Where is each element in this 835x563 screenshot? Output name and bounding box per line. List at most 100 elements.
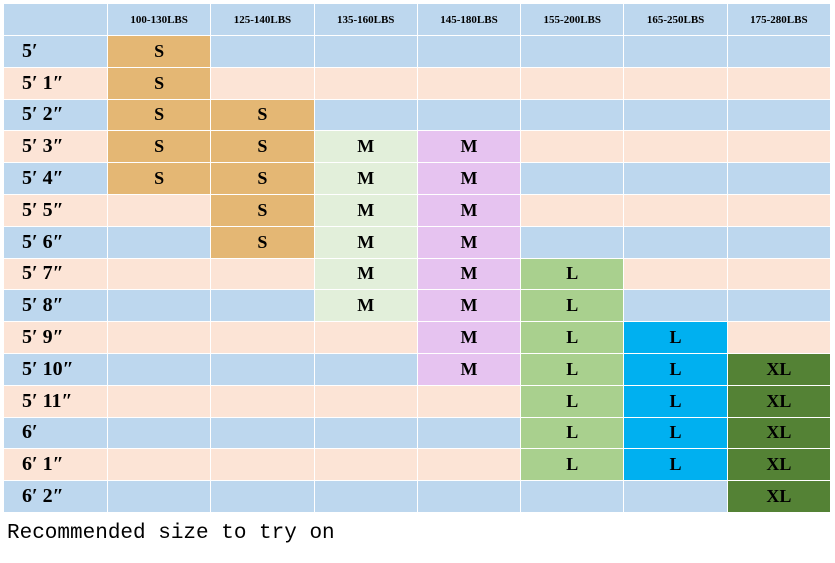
empty-cell [520, 162, 625, 195]
size-cell: L [520, 289, 625, 323]
empty-cell [210, 321, 315, 354]
empty-cell [726, 193, 832, 227]
height-label: 5′ 3″ [3, 130, 108, 164]
empty-cell [313, 35, 418, 68]
empty-cell [210, 384, 315, 418]
table-row: 5′ 6″ S M M [3, 225, 832, 259]
table-row: 5′ S [3, 35, 832, 68]
size-cell: L [520, 384, 625, 418]
size-cell: M [416, 162, 522, 195]
empty-cell [210, 66, 315, 100]
empty-cell [520, 130, 625, 164]
header-row: 100-130LBS 125-140LBS 135-160LBS 145-180LBS… [3, 3, 832, 36]
empty-cell [520, 35, 625, 68]
size-cell: M [416, 225, 522, 259]
height-label: 5′ 6″ [3, 225, 108, 259]
column-header: 125-140LBS [210, 3, 315, 36]
empty-cell [416, 448, 522, 482]
size-cell: M [313, 257, 418, 291]
table-row: 5′ 10″ M L L XL [3, 352, 832, 386]
empty-cell [726, 66, 832, 100]
empty-cell [210, 416, 315, 450]
size-cell: M [416, 257, 522, 291]
empty-cell [416, 66, 522, 100]
empty-cell [210, 257, 315, 291]
empty-cell [726, 98, 832, 132]
size-cell: M [416, 130, 522, 164]
height-label: 5′ 9″ [3, 321, 108, 354]
size-cell: L [623, 416, 728, 450]
empty-cell [623, 193, 728, 227]
empty-cell [106, 225, 212, 259]
table-row: 5′ 4″ S S M M [3, 162, 832, 195]
height-label: 5′ 11″ [3, 384, 108, 418]
size-cell: M [313, 289, 418, 323]
empty-cell [623, 66, 728, 100]
height-label: 5′ 7″ [3, 257, 108, 291]
height-label: 6′ [3, 416, 108, 450]
size-cell: XL [726, 416, 832, 450]
table-row: 6′ 2″ XL [3, 480, 832, 513]
empty-cell [416, 384, 522, 418]
empty-cell [106, 289, 212, 323]
height-label: 5′ 1″ [3, 66, 108, 100]
column-header: 155-200LBS [520, 3, 625, 36]
empty-cell [313, 480, 418, 513]
empty-cell [520, 98, 625, 132]
empty-cell [520, 66, 625, 100]
empty-cell [210, 448, 315, 482]
table-row: 5′ 3″ S S M M [3, 130, 832, 164]
size-cell: S [106, 130, 212, 164]
empty-cell [210, 480, 315, 513]
empty-cell [520, 225, 625, 259]
size-cell: XL [726, 448, 832, 482]
empty-cell [623, 225, 728, 259]
size-cell: XL [726, 480, 832, 513]
empty-cell [726, 162, 832, 195]
size-cell: M [313, 130, 418, 164]
size-cell: XL [726, 384, 832, 418]
empty-cell [520, 480, 625, 513]
size-cell: S [106, 66, 212, 100]
empty-cell [623, 289, 728, 323]
size-cell: XL [726, 352, 832, 386]
empty-cell [623, 130, 728, 164]
size-cell: L [623, 321, 728, 354]
empty-cell [726, 130, 832, 164]
empty-cell [726, 321, 832, 354]
height-label: 5′ [3, 35, 108, 68]
size-cell: M [416, 193, 522, 227]
size-cell: L [520, 448, 625, 482]
footer-note: Recommended size to try on [7, 522, 335, 545]
column-header: 100-130LBS [106, 3, 212, 36]
empty-cell [313, 448, 418, 482]
size-cell: M [416, 321, 522, 354]
height-label: 5′ 5″ [3, 193, 108, 227]
empty-cell [416, 98, 522, 132]
empty-cell [623, 480, 728, 513]
empty-cell [210, 289, 315, 323]
empty-cell [623, 162, 728, 195]
height-label: 5′ 2″ [3, 98, 108, 132]
empty-cell [623, 98, 728, 132]
empty-cell [726, 225, 832, 259]
size-cell: S [210, 225, 315, 259]
empty-cell [726, 257, 832, 291]
empty-cell [726, 289, 832, 323]
size-cell: L [520, 257, 625, 291]
empty-cell [520, 193, 625, 227]
empty-cell [313, 384, 418, 418]
table-row: 6′ L L XL [3, 416, 832, 450]
table-row: 5′ 7″ M M L [3, 257, 832, 291]
table-row: 5′ 9″ M L L [3, 321, 832, 354]
corner [3, 3, 108, 36]
column-header: 135-160LBS [313, 3, 418, 36]
empty-cell [106, 321, 212, 354]
table-row: 5′ 11″ L L XL [3, 384, 832, 418]
empty-cell [416, 35, 522, 68]
empty-cell [106, 384, 212, 418]
empty-cell [313, 98, 418, 132]
table-row: 5′ 8″ M M L [3, 289, 832, 323]
height-label: 5′ 10″ [3, 352, 108, 386]
